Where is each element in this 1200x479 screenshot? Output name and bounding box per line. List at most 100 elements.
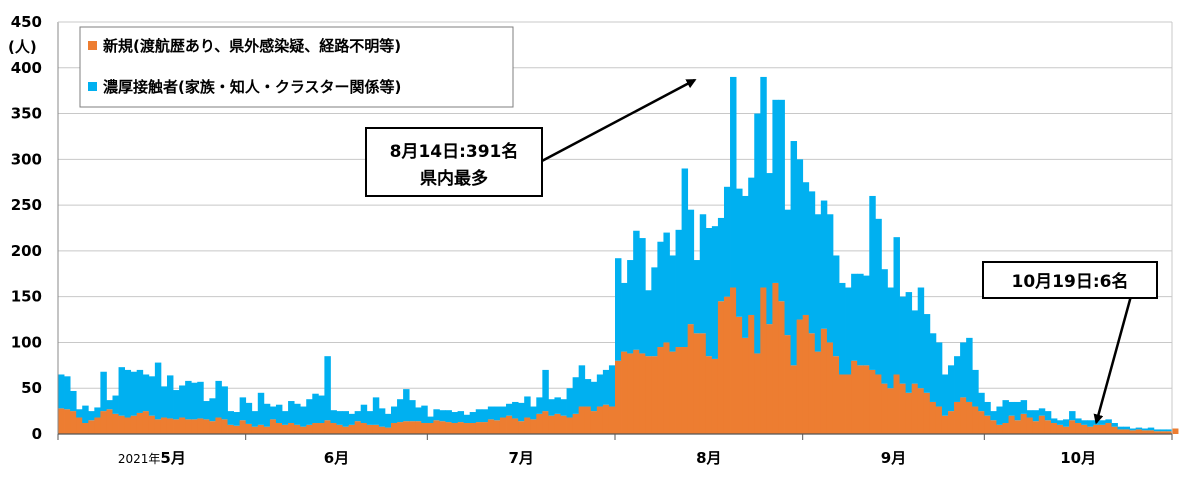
bar-contact xyxy=(433,409,440,421)
bar-new xyxy=(826,342,834,434)
bar-contact xyxy=(935,342,943,407)
bar-contact xyxy=(723,186,731,297)
bar-new xyxy=(941,415,949,434)
bar-new xyxy=(730,287,737,434)
bar-contact xyxy=(899,296,907,384)
bar-new xyxy=(784,335,791,434)
bar-contact xyxy=(506,403,513,416)
bar-contact xyxy=(64,376,71,410)
bar-contact xyxy=(923,314,931,393)
callout-latest-arrow xyxy=(1093,295,1133,425)
bar-contact xyxy=(88,411,95,421)
bar-contact xyxy=(990,411,997,421)
bar-contact xyxy=(857,273,864,366)
bar-new xyxy=(947,411,955,434)
bar-contact xyxy=(354,411,362,422)
bar-new xyxy=(845,374,852,434)
bar-contact xyxy=(1014,401,1022,421)
callout-peak-arrow xyxy=(539,78,697,164)
y-tick-label: 50 xyxy=(21,379,42,397)
x-month-label: 7月 xyxy=(508,449,533,467)
callout-peak-line1: 8月14日:391名 xyxy=(390,141,519,162)
bar-contact xyxy=(124,369,132,418)
bar-contact xyxy=(318,395,325,424)
bar-new xyxy=(445,422,452,434)
bar-contact xyxy=(893,237,900,375)
bar-new xyxy=(130,415,138,434)
bar-contact xyxy=(687,209,695,325)
bar-contact xyxy=(1129,428,1137,431)
bar-contact xyxy=(572,377,580,414)
bar-new xyxy=(1111,426,1118,434)
bar-contact xyxy=(106,400,113,410)
bar-contact xyxy=(1008,401,1015,416)
bar-contact xyxy=(160,386,168,418)
bar-new xyxy=(572,413,580,434)
bar-new xyxy=(608,406,616,434)
bar-new xyxy=(705,356,713,434)
bar-contact xyxy=(947,365,955,412)
bar-new xyxy=(1014,420,1022,434)
callout-latest-box xyxy=(982,261,1158,299)
bar-contact xyxy=(148,376,156,416)
bar-contact xyxy=(542,369,549,412)
bar-new xyxy=(869,369,876,434)
bar-new xyxy=(415,421,422,434)
legend: 新規(渡航歴あり、県外感染疑、経路不明等) 濃厚接触者(家族・知人・クラスター関… xyxy=(79,26,514,108)
bar-new xyxy=(1069,420,1076,434)
bar-new xyxy=(457,422,465,434)
bar-new xyxy=(772,282,779,434)
bar-contact xyxy=(941,374,949,416)
bar-new xyxy=(263,426,271,434)
bar-new xyxy=(1117,429,1124,434)
bar-contact xyxy=(372,397,380,425)
y-tick-label: 200 xyxy=(11,242,42,260)
bar-new xyxy=(487,419,495,434)
bar-contact xyxy=(415,407,422,422)
bar-new xyxy=(1056,424,1064,434)
bar-contact xyxy=(221,386,228,420)
y-tick-label: 350 xyxy=(11,105,42,123)
bar-new xyxy=(1087,426,1094,434)
bar-contact xyxy=(1087,420,1094,427)
callout-peak: 8月14日:391名 県内最多 xyxy=(365,78,697,197)
bar-contact xyxy=(711,226,719,359)
bar-new xyxy=(1105,423,1112,434)
bar-contact xyxy=(475,409,483,423)
bar-new xyxy=(233,425,241,434)
callout-peak-box xyxy=(365,127,543,197)
bar-contact xyxy=(282,411,289,425)
bar-new xyxy=(518,421,525,434)
bar-new xyxy=(596,406,604,434)
bar-contact xyxy=(1002,400,1009,424)
bar-contact xyxy=(524,396,531,418)
bar-new xyxy=(390,423,398,434)
bar-new xyxy=(681,347,689,434)
bar-contact xyxy=(530,406,537,420)
y-tick-label: 100 xyxy=(11,333,42,351)
bar-contact xyxy=(1159,429,1167,432)
bar-new xyxy=(669,351,676,434)
y-axis-unit: (人) xyxy=(8,38,37,56)
bar-new xyxy=(1165,431,1173,434)
bar-contact xyxy=(578,365,586,407)
y-tick-label: 450 xyxy=(11,13,42,31)
bar-contact xyxy=(881,269,888,384)
bar-new xyxy=(288,423,295,434)
bar-new xyxy=(433,420,440,434)
bar-contact xyxy=(330,410,337,424)
bar-new xyxy=(1123,429,1131,434)
bar-new xyxy=(427,423,434,434)
bar-new xyxy=(185,419,192,434)
bar-contact xyxy=(851,273,858,361)
bar-new xyxy=(923,392,931,434)
bar-new xyxy=(269,419,277,434)
bar-contact xyxy=(100,371,107,412)
bar-new xyxy=(312,423,319,434)
bar-contact xyxy=(269,406,277,420)
bar-contact xyxy=(1081,420,1088,425)
bar-new xyxy=(978,411,985,434)
bar-new xyxy=(215,417,222,434)
bar-new xyxy=(790,365,798,434)
